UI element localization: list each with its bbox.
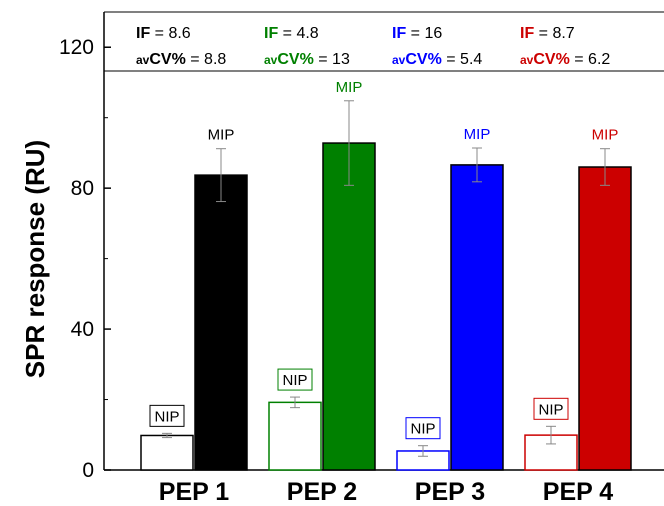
- bar-mip: [578, 166, 632, 471]
- cv-prefix: av: [520, 53, 534, 67]
- if-label: IF: [136, 25, 150, 42]
- if-value: = 8.6: [150, 25, 191, 42]
- cv-prefix: av: [264, 53, 278, 67]
- nip-label-box: [405, 417, 441, 440]
- nip-label: NIP: [282, 372, 307, 389]
- y-tick-label: 120: [59, 36, 94, 59]
- if-annotation: IF = 8.7: [520, 25, 575, 42]
- mip-label: MIP: [336, 79, 363, 96]
- if-label: IF: [264, 25, 278, 42]
- cv-prefix: av: [136, 53, 150, 67]
- bar-mip: [450, 164, 504, 471]
- y-axis-label: SPR response (RU): [20, 140, 50, 378]
- if-label: IF: [520, 25, 534, 42]
- cv-value: = 6.2: [570, 51, 611, 68]
- nip-label: NIP: [410, 421, 435, 438]
- y-tick-label: 40: [71, 318, 94, 341]
- cv-label: CV%: [277, 51, 313, 68]
- nip-label-box: [533, 397, 569, 420]
- if-value: = 16: [406, 25, 442, 42]
- mip-label: MIP: [464, 126, 491, 143]
- if-annotation: IF = 4.8: [264, 25, 319, 42]
- y-tick-label: 80: [71, 177, 94, 200]
- cv-label: CV%: [405, 51, 441, 68]
- y-tick-label: 0: [82, 459, 94, 482]
- x-tick-label: PEP 1: [159, 478, 230, 506]
- x-tick-label: PEP 2: [287, 478, 357, 506]
- cv-annotation: avCV% = 13: [264, 51, 350, 68]
- bar-nip: [140, 434, 194, 471]
- bar-mip: [322, 142, 376, 471]
- x-tick-label: PEP 3: [415, 478, 485, 506]
- bar-mip: [194, 174, 248, 471]
- if-value: = 8.7: [534, 25, 575, 42]
- bar-nip: [268, 401, 322, 471]
- cv-label: CV%: [149, 51, 185, 68]
- if-annotation: IF = 8.6: [136, 25, 191, 42]
- nip-label: NIP: [154, 408, 179, 425]
- cv-annotation: avCV% = 5.4: [392, 51, 482, 68]
- if-annotation: IF = 16: [392, 25, 442, 42]
- cv-label: CV%: [533, 51, 569, 68]
- nip-label: NIP: [538, 401, 563, 418]
- cv-value: = 13: [314, 51, 350, 68]
- if-value: = 4.8: [278, 25, 319, 42]
- mip-label: MIP: [208, 127, 235, 144]
- cv-annotation: avCV% = 8.8: [136, 51, 226, 68]
- cv-value: = 8.8: [186, 51, 227, 68]
- cv-annotation: avCV% = 6.2: [520, 51, 610, 68]
- cv-prefix: av: [392, 53, 406, 67]
- nip-label-box: [149, 404, 185, 427]
- if-label: IF: [392, 25, 406, 42]
- cv-value: = 5.4: [442, 51, 483, 68]
- mip-label: MIP: [592, 127, 619, 144]
- x-tick-label: PEP 4: [543, 478, 614, 506]
- nip-label-box: [277, 368, 313, 391]
